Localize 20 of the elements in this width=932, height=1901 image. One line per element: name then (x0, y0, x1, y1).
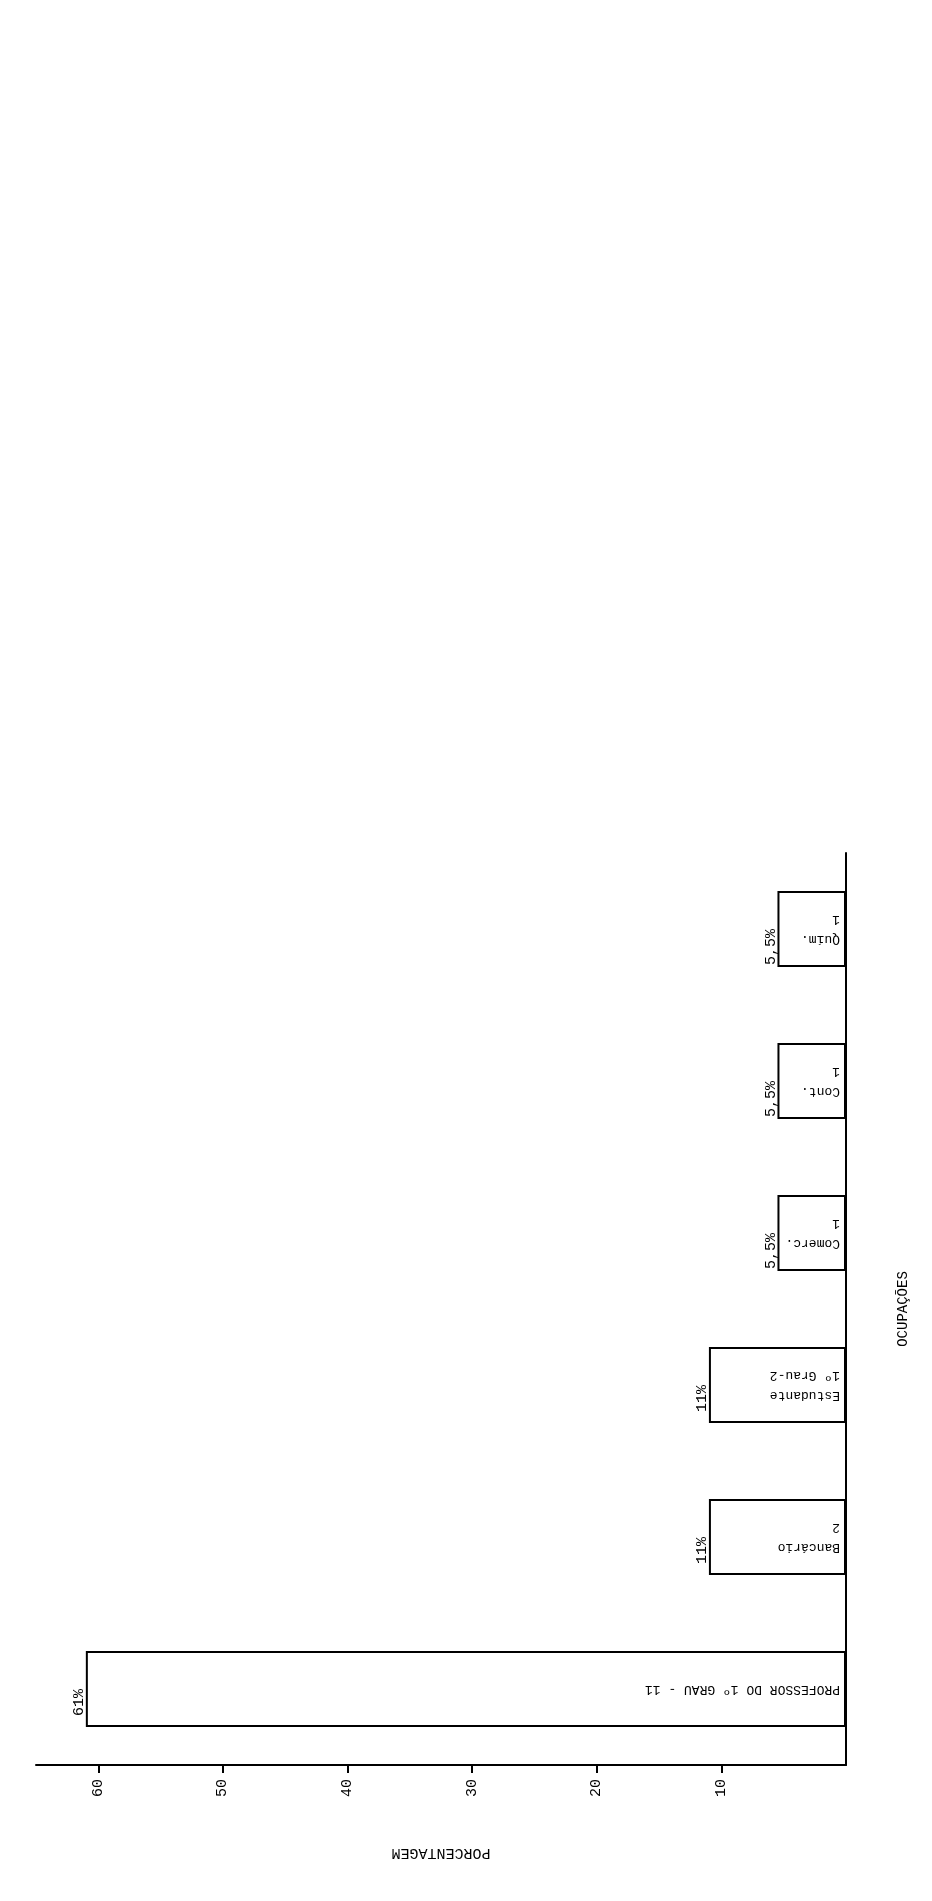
data-label: 5,5% (762, 1232, 780, 1270)
y-tick-label: PROFESSOR DO 1º GRAU - 11 (644, 1681, 840, 1697)
y-tick-label: Bancário 2 (777, 1519, 840, 1555)
y-tick-label: Quím. 1 (800, 911, 840, 947)
y-tick-label: Cont. 1 (800, 1063, 840, 1099)
x-tick-label: 50 (214, 1779, 232, 1798)
x-tick-label: 20 (588, 1779, 606, 1798)
y-tick-label: Comerc. 1 (785, 1215, 840, 1251)
y-axis-title: OCUPAÇÕES (895, 1271, 911, 1347)
data-label: 61% (71, 1688, 89, 1717)
x-tick-label: 10 (712, 1779, 730, 1798)
x-tick-label: 40 (339, 1779, 357, 1798)
y-tick-label: Estudante 1º Grau-2 (769, 1367, 840, 1403)
x-tick-label: 30 (463, 1779, 481, 1798)
data-label: 5,5% (762, 928, 780, 966)
data-label: 5,5% (762, 1080, 780, 1118)
x-tick-label: 60 (89, 1779, 107, 1798)
x-axis-title: PORCENTAGEM (391, 1844, 491, 1861)
data-label: 11% (694, 1536, 712, 1565)
data-label: 11% (694, 1384, 712, 1413)
